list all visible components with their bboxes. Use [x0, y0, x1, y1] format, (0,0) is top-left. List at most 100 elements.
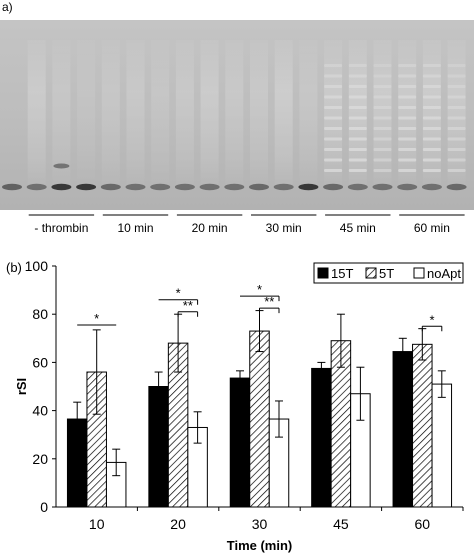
ladder-band — [348, 64, 367, 67]
lane-smear — [27, 40, 46, 188]
gel-band — [51, 183, 72, 191]
x-tick-label: 45 — [333, 516, 349, 532]
ladder-band — [373, 116, 392, 120]
ladder-band — [373, 106, 392, 109]
lane-smear — [175, 40, 194, 188]
y-tick-label: 100 — [25, 258, 49, 274]
y-tick-label: 20 — [32, 451, 48, 467]
ladder-band — [324, 74, 343, 78]
ladder-band — [324, 64, 343, 67]
ladder-band — [324, 85, 343, 88]
gel-band — [298, 183, 319, 191]
bar-noApt-60 — [431, 383, 453, 508]
lane-smear — [274, 40, 293, 188]
ladder-band — [373, 137, 392, 141]
bar-5T-30 — [249, 330, 270, 508]
significance-label: ** — [183, 298, 193, 313]
gel-band — [199, 183, 220, 191]
gel-panel: a) 12345678910111213141516171819 - throm… — [0, 0, 474, 235]
lane-group-label: - thrombin — [34, 221, 88, 235]
ladder-band — [373, 74, 392, 78]
ladder-band — [398, 64, 417, 67]
lane-smear — [447, 40, 466, 188]
legend-swatch-noApt — [413, 267, 425, 279]
ladder-band — [348, 137, 367, 141]
ladder-band — [348, 148, 367, 151]
y-axis-label: rSI — [14, 378, 29, 395]
bar-15T-20 — [148, 386, 169, 508]
gel-band — [53, 163, 70, 169]
lane-smear — [126, 40, 145, 188]
ladder-band — [447, 74, 466, 78]
lane-smear — [398, 40, 417, 188]
ladder-band — [422, 169, 441, 172]
ladder-band — [422, 116, 441, 120]
gel-band — [421, 183, 442, 191]
ladder-band — [447, 127, 466, 130]
ladder-band — [324, 106, 343, 109]
lane-group-labels: - thrombin 10 min 20 min 30 min 45 min 60 min — [28, 214, 465, 235]
ladder-band — [398, 148, 417, 151]
ladder-band — [348, 106, 367, 109]
gel-band — [125, 183, 146, 191]
significance-label: * — [430, 312, 435, 327]
y-tick-label: 80 — [32, 306, 48, 322]
legend-swatch-5T — [365, 267, 377, 279]
lane-smear — [225, 40, 244, 188]
ladder-band — [422, 74, 441, 78]
gel-band — [347, 183, 368, 191]
gel-band — [323, 183, 344, 191]
ladder-band — [398, 106, 417, 109]
ladder-band — [324, 169, 343, 172]
lane-smear — [151, 40, 170, 188]
x-tick-label: 60 — [415, 516, 431, 532]
ladder-band — [373, 127, 392, 130]
lane-group-label: 60 min — [414, 221, 450, 235]
ladder-band — [324, 95, 343, 99]
ladder-band — [398, 116, 417, 120]
y-tick-label: 0 — [40, 499, 48, 515]
bar-chart-panel: (b) 0 20 40 60 80 100 rSI Time (min) 10 20 30 45 60 *… — [6, 258, 464, 553]
lane-group-label: 20 min — [192, 221, 228, 235]
ladder-band — [348, 127, 367, 130]
ladder-band — [324, 158, 343, 162]
ladder-band — [447, 158, 466, 162]
bar-15T-60 — [392, 351, 414, 508]
ladder-band — [422, 85, 441, 88]
ladder-band — [348, 116, 367, 120]
ladder-band — [348, 169, 367, 172]
lane-smear — [348, 40, 367, 188]
gel-band — [273, 183, 294, 191]
gel-band — [397, 183, 418, 191]
ladder-band — [422, 127, 441, 130]
ladder-band — [447, 85, 466, 88]
panel-a-label: a) — [2, 0, 13, 14]
x-tick-label: 20 — [170, 516, 186, 532]
lane-smear — [52, 40, 71, 188]
chart-legend: 15T 5T noApt — [313, 262, 464, 284]
lane-group-label: 10 min — [117, 221, 153, 235]
ladder-band — [447, 95, 466, 99]
ladder-band — [398, 74, 417, 78]
ladder-band — [398, 95, 417, 99]
ladder-band — [398, 127, 417, 130]
lane-group-label: 45 min — [340, 221, 376, 235]
bar-5T-60 — [412, 343, 433, 508]
significance-label: * — [176, 286, 181, 301]
ladder-band — [447, 137, 466, 141]
lane-smear — [101, 40, 120, 188]
gel-band — [26, 183, 47, 191]
x-tick-label: 10 — [89, 516, 105, 532]
y-tick-label: 40 — [32, 403, 48, 419]
ladder-band — [348, 95, 367, 99]
lane-smear — [200, 40, 219, 188]
bar-15T-30 — [229, 377, 251, 508]
ladder-band — [348, 74, 367, 78]
lane-smear — [250, 40, 268, 188]
gel-band — [224, 183, 245, 191]
ladder-band — [324, 137, 343, 141]
lane-smear — [324, 40, 343, 188]
ladder-band — [447, 106, 466, 109]
